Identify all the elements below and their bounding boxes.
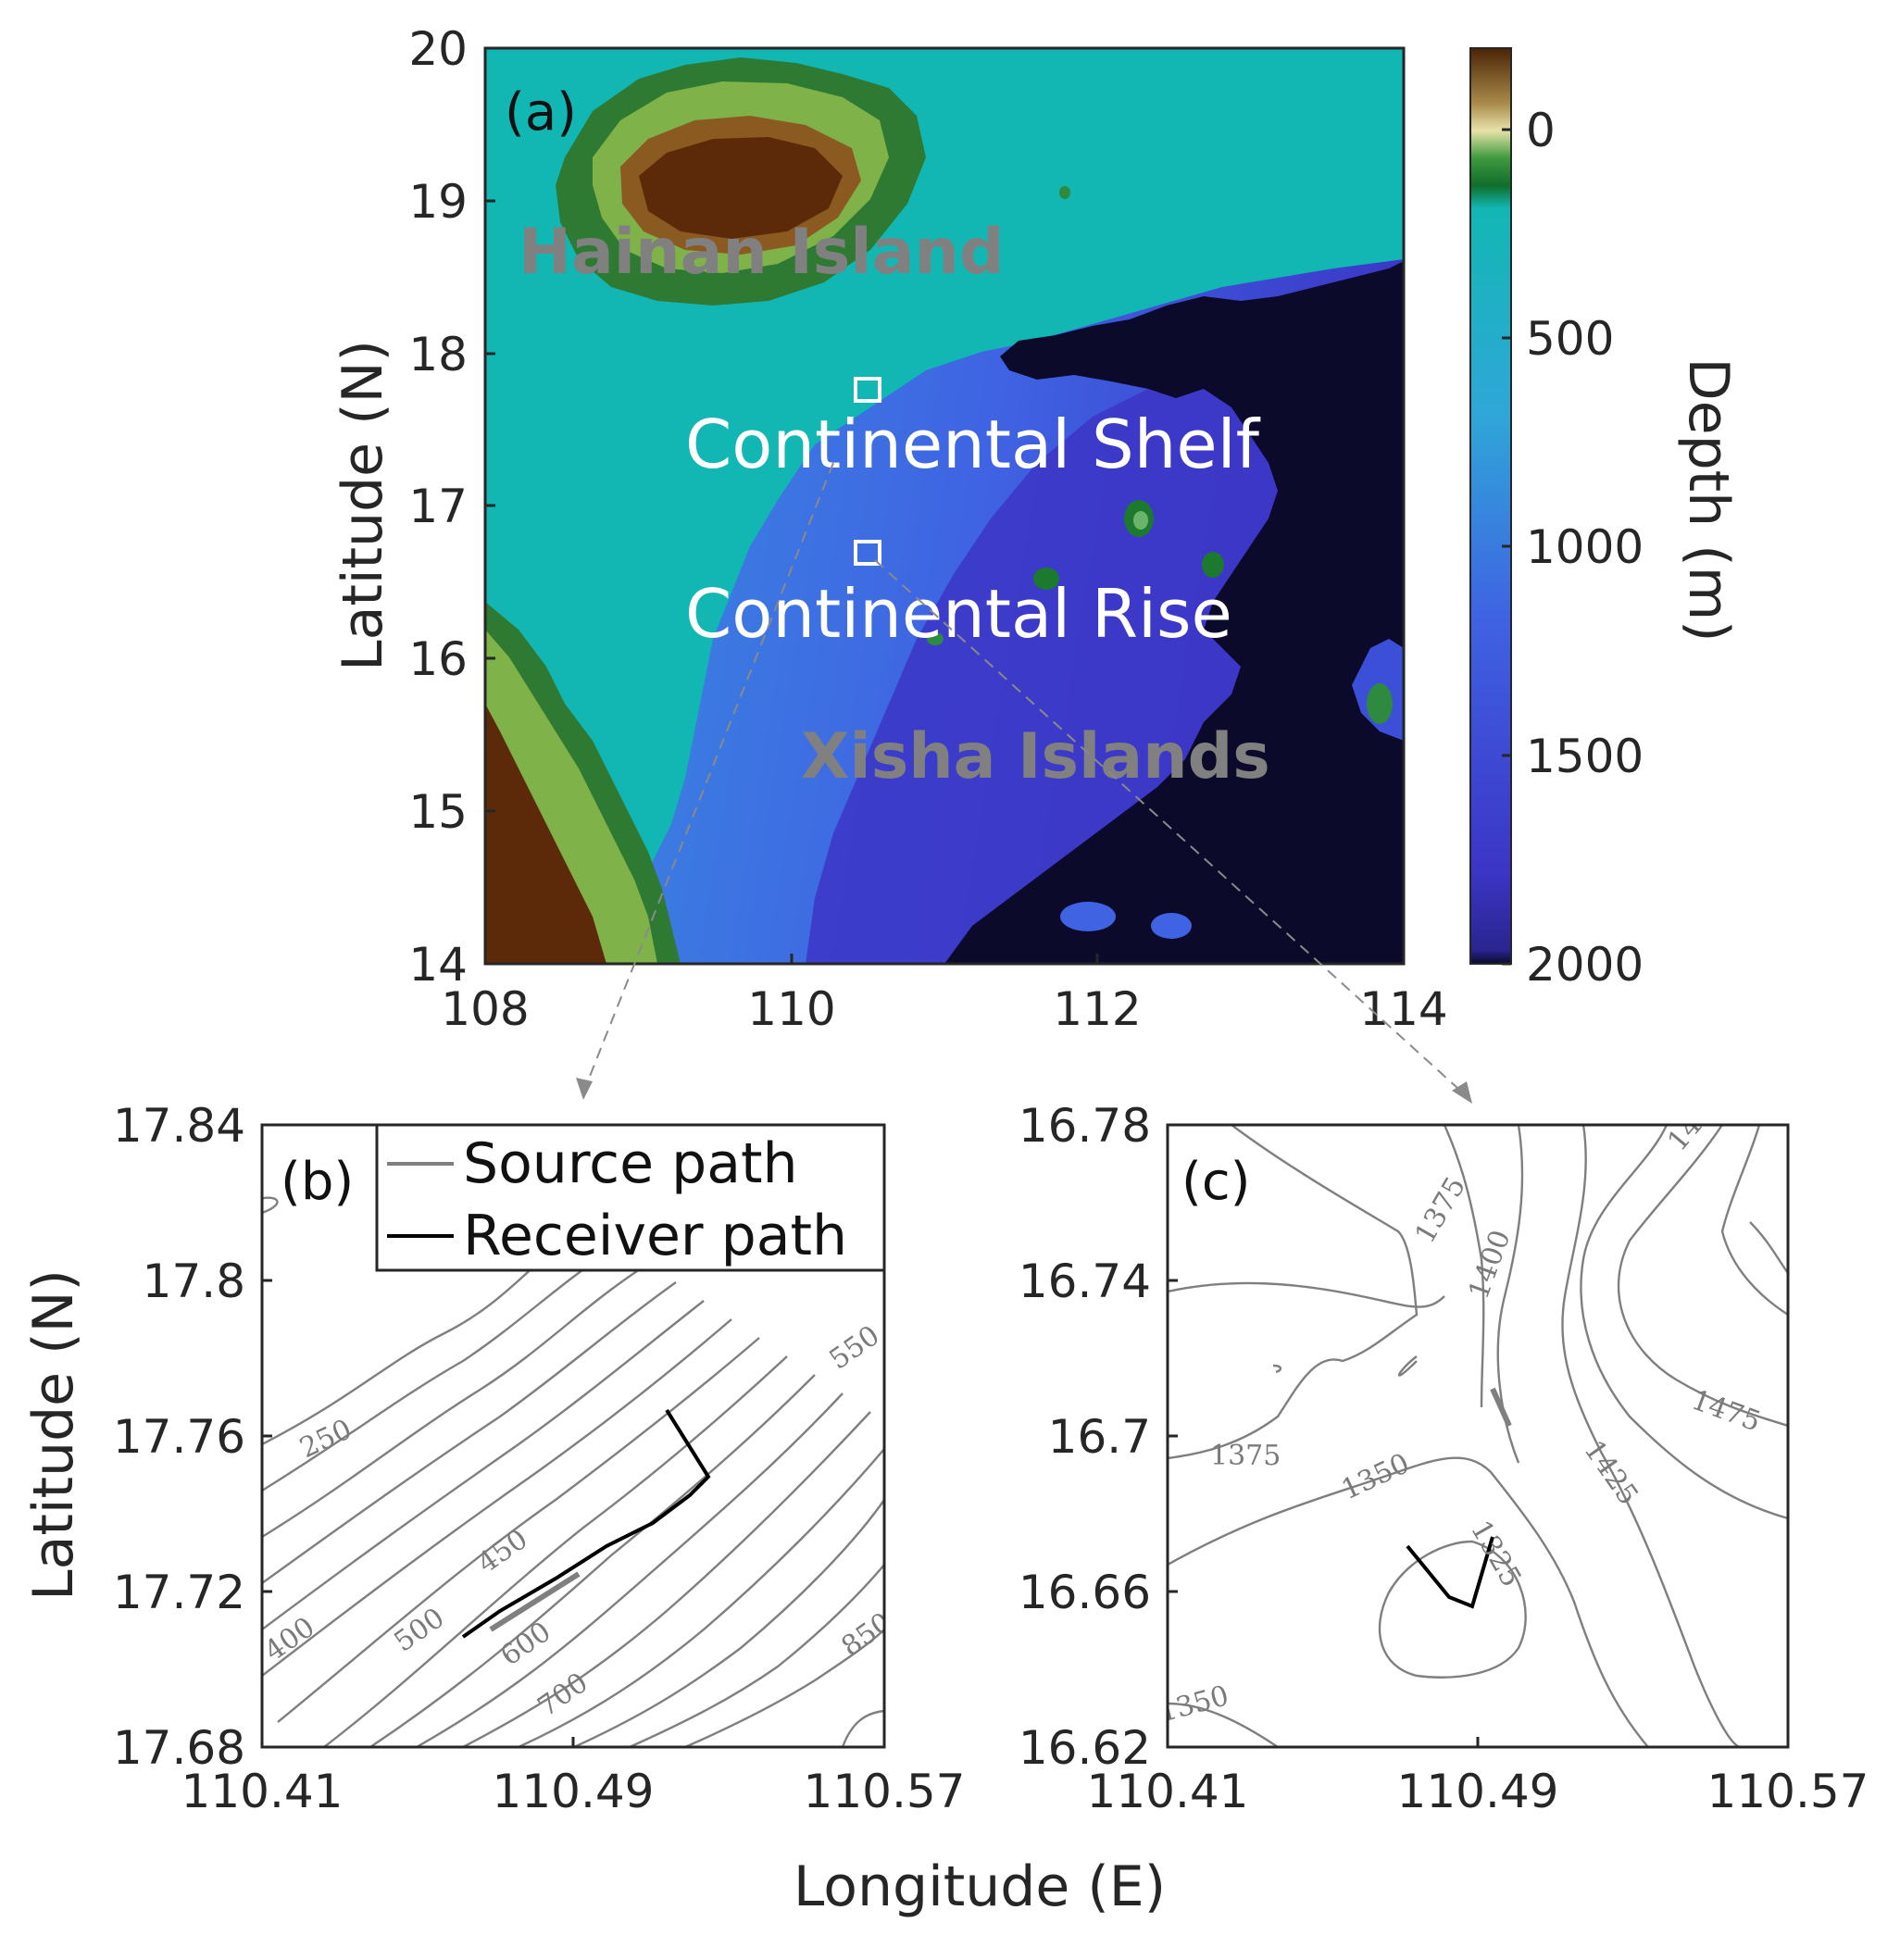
zoom-arrows bbox=[582, 462, 1469, 1098]
tick-label: 16.66 bbox=[1019, 1566, 1151, 1619]
panel-b-ticks bbox=[260, 1123, 886, 1749]
tick-label: 18 bbox=[408, 328, 468, 381]
colorbar-tick: 500 bbox=[1526, 312, 1614, 366]
panel-a-label: (a) bbox=[505, 82, 577, 143]
tick-label: 17.84 bbox=[113, 1099, 245, 1153]
tick-label: 19 bbox=[408, 175, 468, 229]
colorbar-tick: 2000 bbox=[1526, 938, 1644, 992]
tick-label: 16.62 bbox=[1019, 1721, 1151, 1775]
panel-c-x-ticklabels: 110.41 110.49 110.57 bbox=[1087, 1765, 1869, 1818]
panel-b-ylabel: Latitude (N) bbox=[21, 1269, 86, 1601]
xisha-islands-label: Xisha Islands bbox=[801, 720, 1270, 793]
colorbar-tick: 1000 bbox=[1526, 520, 1644, 574]
tick-label: 17 bbox=[408, 480, 468, 533]
legend-source-label: Source path bbox=[463, 1131, 798, 1196]
tick-label: 17.8 bbox=[143, 1255, 245, 1308]
panel-b-y-ticklabels: 17.84 17.8 17.76 17.72 17.68 bbox=[113, 1099, 245, 1775]
tick-label: 17.68 bbox=[113, 1721, 245, 1775]
panel-b: 250 400 450 500 550 600 700 850 (b) Sour… bbox=[21, 1099, 965, 1818]
tick-label: 14 bbox=[408, 938, 468, 992]
panel-c-ticks bbox=[1166, 1123, 1790, 1749]
panel-a-x-ticklabels: 108 110 112 114 bbox=[441, 982, 1447, 1036]
tick-label: 16.7 bbox=[1048, 1410, 1151, 1464]
panel-b-x-ticklabels: 110.41 110.49 110.57 bbox=[181, 1765, 966, 1818]
source-path-c[interactable] bbox=[1490, 1387, 1512, 1428]
panel-a-map: Hainan Island Continental Shelf Continen… bbox=[331, 22, 1448, 1036]
xisha-reefs bbox=[927, 186, 1404, 939]
continental-rise-label: Continental Rise bbox=[685, 575, 1232, 653]
tick-label: 110.41 bbox=[181, 1765, 344, 1818]
tick-label: 16 bbox=[408, 632, 468, 686]
tick-label: 17.76 bbox=[113, 1410, 245, 1464]
receiver-path-c[interactable] bbox=[1406, 1536, 1494, 1609]
tick-label: 110.57 bbox=[1707, 1765, 1869, 1818]
panel-b-label: (b) bbox=[281, 1152, 354, 1212]
tick-label: 110.57 bbox=[804, 1765, 966, 1818]
panel-c: 1375 1400 1450 1375 1350 1475 1425 1325 … bbox=[1019, 1099, 1869, 1818]
tick-label: 15 bbox=[408, 785, 468, 839]
hainan-island-label: Hainan Island bbox=[519, 216, 1005, 289]
continental-shelf-label: Continental Shelf bbox=[685, 406, 1261, 483]
panel-c-background bbox=[1168, 1125, 1788, 1747]
tick-label: 112 bbox=[1053, 982, 1141, 1036]
vietnam-coast bbox=[485, 602, 681, 964]
tick-label: 108 bbox=[441, 982, 529, 1036]
tick-label: 110.49 bbox=[493, 1765, 655, 1818]
panel-c-y-ticklabels: 16.78 16.74 16.7 16.66 16.62 bbox=[1019, 1099, 1151, 1775]
contour-label: 1375 bbox=[1210, 1440, 1281, 1472]
tick-label: 20 bbox=[408, 22, 468, 76]
colorbar-scale bbox=[1469, 47, 1512, 965]
tick-label: 16.74 bbox=[1019, 1255, 1151, 1308]
tick-label: 114 bbox=[1359, 982, 1447, 1036]
abyss-region bbox=[944, 261, 1404, 964]
colorbar-tick: 1500 bbox=[1526, 730, 1644, 783]
site-box-rise[interactable] bbox=[854, 540, 881, 566]
panel-a-ylabel: Latitude (N) bbox=[331, 340, 395, 671]
panel-b-legend: Source path Receiver path bbox=[375, 1123, 886, 1272]
tick-label: 110.41 bbox=[1087, 1765, 1249, 1818]
receiver-path[interactable] bbox=[461, 1408, 711, 1639]
source-path[interactable] bbox=[489, 1571, 581, 1632]
colorbar: 0 500 1000 1500 2000 Depth (m) bbox=[1469, 47, 1741, 992]
zoom-arrow-head-b bbox=[576, 1078, 593, 1100]
colorbar-tick: 0 bbox=[1526, 104, 1556, 157]
tick-label: 17.72 bbox=[113, 1566, 245, 1619]
tick-label: 110 bbox=[747, 982, 835, 1036]
panel-a-ticks bbox=[483, 46, 1406, 966]
tick-label: 110.49 bbox=[1397, 1765, 1559, 1818]
site-box-shelf[interactable] bbox=[854, 377, 881, 403]
legend-receiver-label: Receiver path bbox=[463, 1204, 847, 1268]
figure-xlabel: Longitude (E) bbox=[794, 1854, 1166, 1919]
tick-label: 16.78 bbox=[1019, 1099, 1151, 1153]
zoom-arrow-head-c bbox=[1452, 1081, 1472, 1104]
colorbar-label: Depth (m) bbox=[1676, 357, 1741, 642]
hainan-island bbox=[556, 57, 926, 306]
panel-a-y-ticklabels: 20 19 18 17 16 15 14 bbox=[408, 22, 468, 992]
panel-c-label: (c) bbox=[1181, 1152, 1250, 1212]
